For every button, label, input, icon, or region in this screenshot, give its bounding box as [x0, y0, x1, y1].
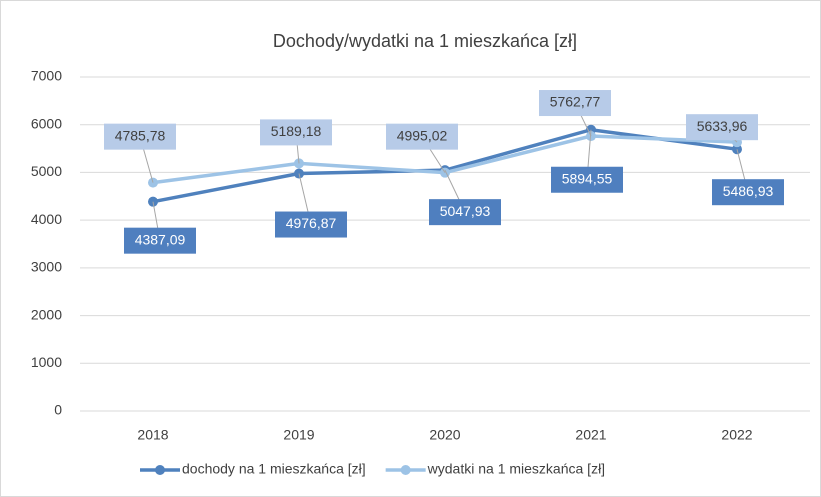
data-label-box: [104, 123, 176, 150]
y-tick-label: 2000: [31, 306, 62, 322]
data-label-box: [386, 123, 458, 150]
y-tick-label: 7000: [31, 68, 62, 84]
data-label-box: [551, 166, 623, 193]
data-label: 5189,18: [271, 123, 322, 139]
legend-marker: [155, 465, 165, 475]
data-label-box: [124, 227, 196, 254]
x-tick-label: 2022: [721, 427, 752, 443]
legend-label: wydatki na 1 mieszkańca [zł]: [427, 461, 605, 477]
data-label-box: [260, 119, 332, 146]
legend-marker: [400, 465, 411, 475]
y-tick-label: 3000: [31, 259, 62, 275]
y-tick-label: 6000: [31, 115, 62, 131]
legend-label: dochody na 1 mieszkańca [zł]: [182, 461, 366, 477]
y-tick-label: 1000: [31, 354, 62, 370]
data-label-box: [712, 179, 784, 206]
data-label: 4995,02: [397, 127, 448, 143]
data-label: 5047,93: [440, 203, 491, 219]
data-label-box: [686, 114, 758, 141]
data-label: 5486,93: [723, 183, 774, 199]
y-tick-label: 5000: [31, 163, 62, 179]
data-label: 4785,78: [115, 127, 166, 143]
data-label: 5762,77: [550, 94, 601, 110]
data-label: 5894,55: [562, 170, 613, 186]
x-tick-label: 2018: [137, 427, 168, 443]
data-label-box: [275, 211, 347, 238]
y-tick-label: 4000: [31, 211, 62, 227]
y-tick-label: 0: [54, 402, 62, 418]
data-label-box: [429, 199, 501, 226]
data-label-box: [539, 90, 611, 117]
chart-title: Dochody/wydatki na 1 mieszkańca [zł]: [273, 31, 577, 51]
x-tick-label: 2020: [429, 427, 460, 443]
data-label: 5633,96: [697, 118, 748, 134]
data-label: 4387,09: [135, 231, 186, 247]
data-label: 4976,87: [286, 215, 337, 231]
x-tick-label: 2021: [575, 427, 606, 443]
x-tick-label: 2019: [283, 427, 314, 443]
